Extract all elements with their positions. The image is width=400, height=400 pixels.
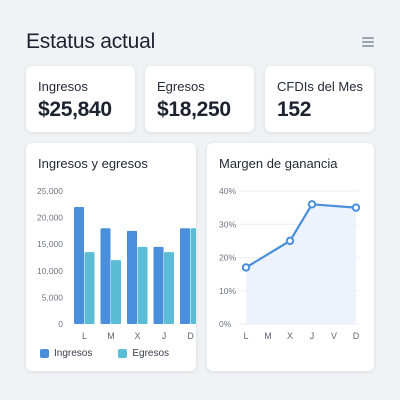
legend-label: Ingresos [54,348,93,359]
legend-swatch [118,349,128,358]
series-line [245,203,357,269]
legend-item-ingresos: Ingresos [40,348,92,359]
chart-title: Margen de ganancia [219,156,338,171]
kpi-value: $25,840 [38,98,112,121]
x-tick-label: M [107,331,115,341]
line-chart: 40% 30% 20% 10% 0% L M X J V D [219,186,361,341]
hamburger-menu-icon[interactable] [362,36,374,48]
data-point [241,263,251,272]
y-tick-label: 5,000 [42,292,64,302]
x-tick-label: J [162,331,167,341]
bar-egresos [137,246,148,324]
bar-ingresos [74,206,84,324]
bar-ingresos [153,246,164,324]
x-tick-label: D [353,331,360,341]
bar-chart-card: Ingresos y egresos 25,000 20,000 15,000 10,… [26,143,196,371]
y-tick-label: 30% [219,219,236,229]
y-tick-label: 25,000 [37,186,63,196]
kpi-card-cfdis: CFDIs del Mes 152 [265,66,374,132]
kpi-value: 152 [277,98,312,121]
data-point [351,203,361,212]
y-tick-label: 10,000 [37,266,63,276]
kpi-label: Egresos [157,79,205,94]
kpi-value: $18,250 [157,98,231,121]
bar-ingresos [100,228,111,324]
kpi-label: Ingresos [38,79,88,94]
x-tick-label: L [243,331,248,341]
x-tick-label: J [310,331,315,341]
kpi-card-egresos: Egresos $18,250 [145,66,254,132]
data-point [307,200,317,209]
kpi-label: CFDIs del Mes [277,79,363,94]
legend-swatch [40,349,49,358]
y-tick-label: 10% [219,286,236,296]
x-tick-label: V [331,331,337,341]
bar-egresos [190,228,196,324]
line-chart-card: Margen de ganancia 40% 30% 20% 10% 0% L M X J V D [207,143,374,371]
header: Estatus actual [26,28,376,56]
x-tick-label: L [82,331,87,341]
chart-legend: Ingresos Egresos [40,348,195,359]
bar-egresos [84,252,95,324]
y-tick-label: 20% [219,253,236,263]
bar-ingresos [127,230,137,324]
legend-label: Egresos [132,348,170,359]
page-title: Estatus actual [26,30,156,53]
data-point [285,236,295,246]
kpi-card-ingresos: Ingresos $25,840 [26,66,135,132]
y-tick-label: 0 [58,319,63,329]
legend-item-egresos: Egresos [118,348,169,359]
x-tick-label: X [134,331,140,341]
y-tick-label: 40% [219,186,236,196]
y-tick-label: 15,000 [37,239,63,249]
x-tick-label: D [187,331,194,341]
x-tick-label: M [264,331,272,341]
bar-chart: 25,000 20,000 15,000 10,000 5,000 0 L M X J D [37,186,196,341]
y-tick-label: 20,000 [37,213,63,223]
bar-egresos [164,252,174,324]
line-area [246,204,356,324]
bar-egresos [111,260,121,324]
bar-ingresos [180,228,190,324]
y-tick-label: 0% [219,319,232,329]
x-tick-label: X [287,331,293,341]
chart-title: Ingresos y egresos [38,156,148,171]
